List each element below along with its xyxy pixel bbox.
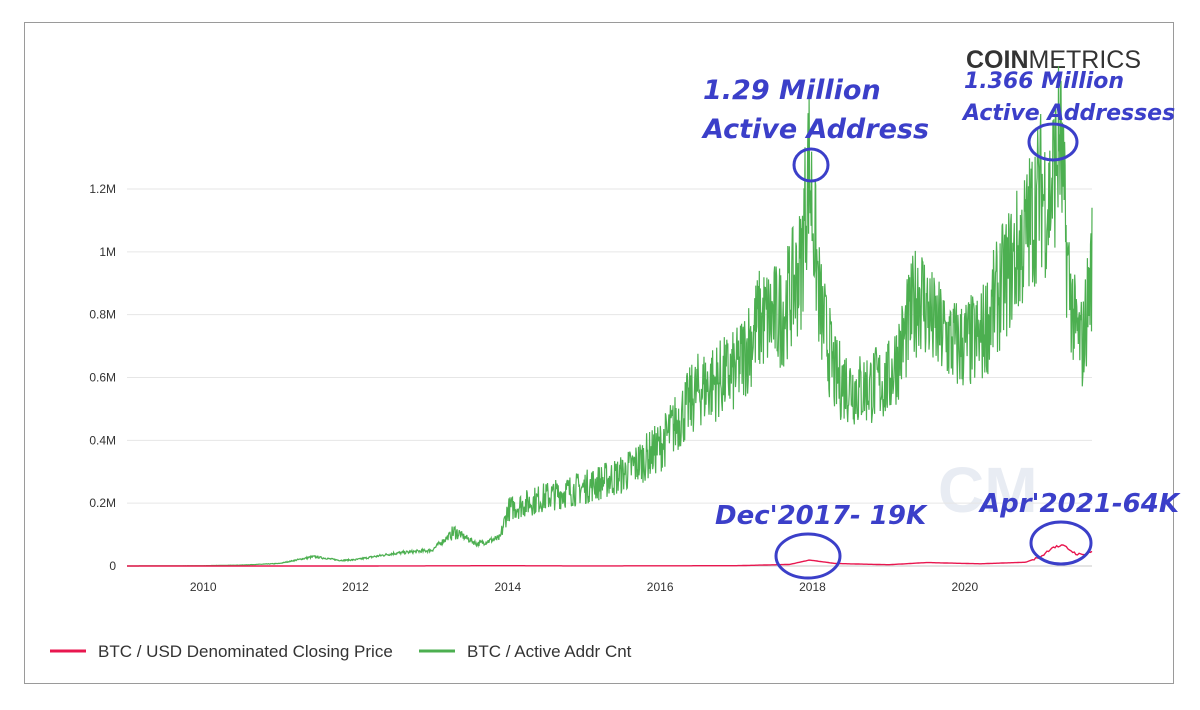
logo-light-text: METRICS: [1029, 46, 1142, 74]
annotation-peak-2017-line1: 1.29 Million: [703, 75, 881, 106]
legend-item-price[interactable]: BTC / USD Denominated Closing Price: [50, 642, 393, 661]
annotation-price-2017: Dec'2017- 19K: [715, 501, 928, 531]
circle-price-2021: [1029, 520, 1093, 566]
logo-bold-text: COIN: [966, 46, 1029, 74]
grid-layer: [127, 188, 1092, 567]
circle-peak-2021: [1027, 122, 1079, 162]
circle-peak-2017: [792, 147, 830, 183]
y-tick-label: 0.2M: [89, 496, 116, 510]
legend-item-active-addr[interactable]: BTC / Active Addr Cnt: [419, 642, 632, 661]
series-layer: [127, 66, 1093, 567]
y-tick-label: 0.8M: [89, 308, 116, 322]
y-tick-label: 0.4M: [89, 433, 116, 447]
annotation-peak-2017-line2: Active Address: [701, 114, 929, 145]
svg-text:COINMETRICS: COINMETRICS: [966, 46, 1141, 74]
x-tick-label: 2014: [494, 580, 521, 594]
legend-label-active-addr: BTC / Active Addr Cnt: [467, 642, 632, 661]
annotations: 1.29 Million Active Address 1.366 Millio…: [701, 69, 1181, 580]
y-tick-label: 1.2M: [89, 182, 116, 196]
coinmetrics-logo: COINMETRICS: [966, 46, 1141, 74]
series-line-price: [127, 544, 1093, 567]
annotation-peak-2021-line1: 1.366 Million: [964, 69, 1124, 94]
annotation-peak-2021-line2: Active Addresses: [961, 101, 1175, 126]
x-tick-label: 2010: [190, 580, 217, 594]
circle-price-2017: [774, 532, 842, 580]
y-tick-labels: 0 0.2M 0.4M 0.6M 0.8M 1M 1.2M: [89, 182, 116, 573]
y-tick-label: 0.6M: [89, 371, 116, 385]
x-tick-label: 2020: [951, 580, 978, 594]
y-tick-label: 1M: [99, 245, 116, 259]
x-tick-label: 2018: [799, 580, 826, 594]
x-tick-label: 2012: [342, 580, 369, 594]
x-tick-label: 2016: [647, 580, 674, 594]
watermark: CM: [938, 454, 1038, 526]
series-line-active-addr: [127, 66, 1093, 567]
annotation-price-2021: Apr'2021-64K: [978, 489, 1181, 519]
legend-label-price: BTC / USD Denominated Closing Price: [98, 642, 393, 661]
legend: BTC / USD Denominated Closing Price BTC …: [50, 642, 632, 661]
y-tick-label: 0: [109, 559, 116, 573]
x-tick-labels: 2010 2012 2014 2016 2018 2020: [190, 580, 979, 594]
